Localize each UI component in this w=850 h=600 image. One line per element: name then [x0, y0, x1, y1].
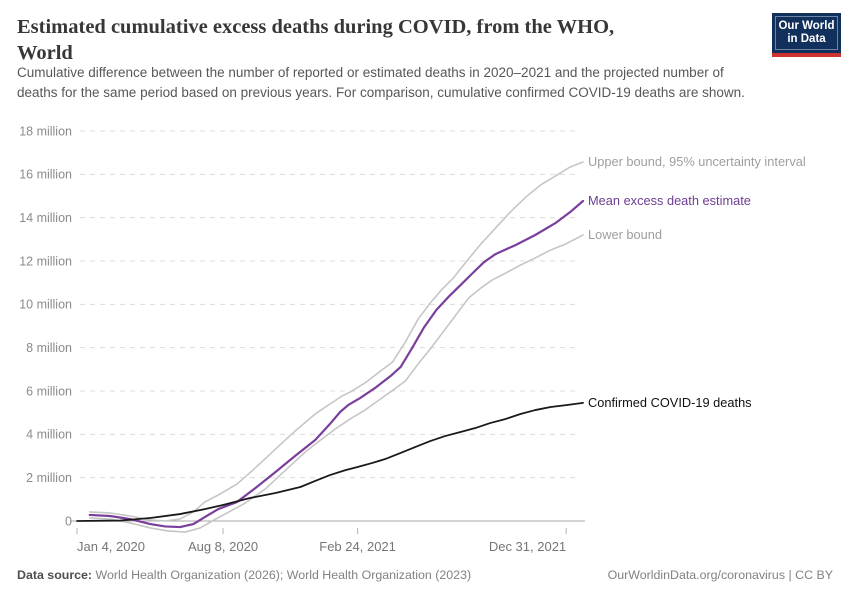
- upper-bound-line: [88, 161, 584, 522]
- y-tick-label: 6 million: [26, 384, 72, 398]
- data-source-value: World Health Organization (2026); World …: [92, 568, 472, 582]
- owid-logo-text-line2: in Data: [787, 33, 826, 45]
- x-tick-label: Dec 31, 2021: [489, 539, 566, 554]
- page-title: Estimated cumulative excess deaths durin…: [17, 14, 762, 66]
- attribution-text[interactable]: OurWorldinData.org/coronavirus | CC BY: [607, 568, 833, 582]
- x-tick-label: Jan 4, 2020: [77, 539, 145, 554]
- series-label-lower-bound: Lower bound: [588, 227, 662, 242]
- y-tick-label: 8 million: [26, 341, 72, 355]
- y-tick-label: 0: [65, 514, 72, 528]
- y-tick-label: 16 million: [19, 168, 72, 182]
- y-tick-label: 4 million: [26, 428, 72, 442]
- series-label-confirmed-deaths: Confirmed COVID-19 deaths: [588, 394, 752, 410]
- owid-logo-box: Our World in Data: [772, 13, 841, 53]
- series-label-upper-bound: Upper bound, 95% uncertainty interval: [588, 153, 806, 169]
- lower-bound-line: [88, 234, 584, 533]
- y-tick-label: 18 million: [19, 124, 72, 138]
- title-line-1: Estimated cumulative excess deaths durin…: [17, 16, 615, 38]
- x-tick-label: Feb 24, 2021: [319, 539, 396, 554]
- chart-subtitle: Cumulative difference between the number…: [17, 63, 842, 103]
- series-label-mean-excess: Mean excess death estimate: [588, 192, 751, 208]
- y-tick-label: 12 million: [19, 254, 72, 268]
- x-tick-label: Aug 8, 2020: [188, 539, 258, 554]
- subtitle-line-2: deaths for the same period based on prev…: [17, 85, 745, 100]
- mean-excess-line: [88, 199, 585, 529]
- subtitle-line-1: Cumulative difference between the number…: [17, 65, 724, 80]
- data-source-text: Data source: World Health Organization (…: [17, 568, 471, 582]
- chart-footer: Data source: World Health Organization (…: [17, 568, 833, 582]
- owid-logo-red-stripe: [772, 53, 841, 57]
- y-tick-label: 14 million: [19, 211, 72, 225]
- y-tick-label: 2 million: [26, 471, 72, 485]
- title-line-2: World: [17, 42, 73, 64]
- confirmed-deaths-line: [76, 402, 584, 522]
- owid-logo-text-line1: Our World: [778, 20, 835, 32]
- owid-logo-inner-frame: Our World in Data: [775, 16, 838, 50]
- data-source-label: Data source:: [17, 568, 93, 582]
- owid-logo: Our World in Data: [772, 13, 841, 57]
- y-tick-label: 10 million: [19, 298, 72, 312]
